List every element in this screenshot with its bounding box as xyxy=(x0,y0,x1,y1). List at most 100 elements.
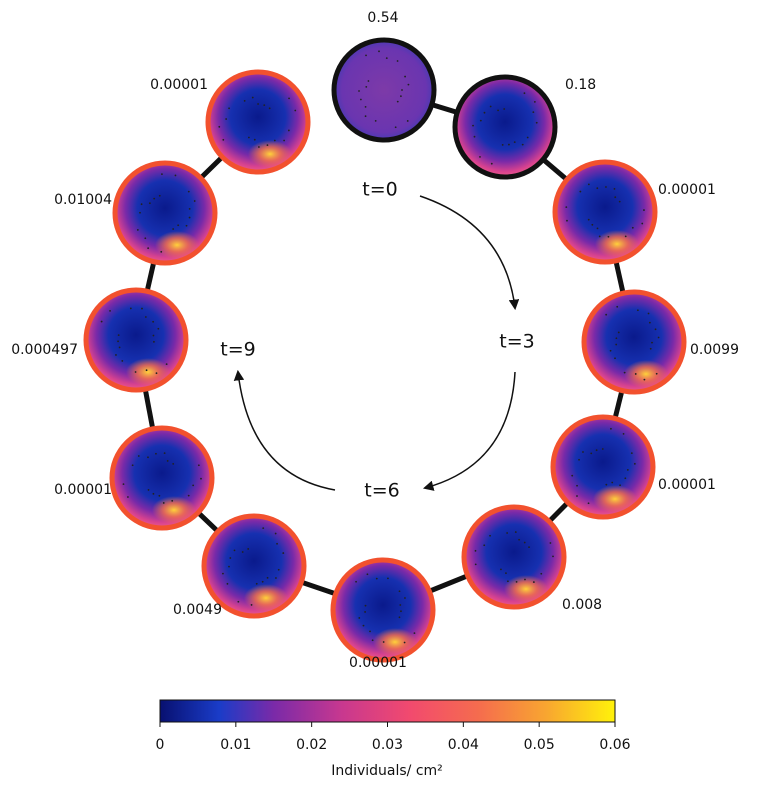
sample-dot xyxy=(364,105,367,108)
sample-dot xyxy=(152,334,155,337)
sample-dot xyxy=(528,546,530,549)
colorbar-tick-label: 0.05 xyxy=(524,737,555,753)
disc-border xyxy=(205,69,311,175)
nodes: 0.54 0.18 0.00001 0.0099 0.00001 0.008 0.00001… xyxy=(11,10,739,671)
arrow xyxy=(233,369,336,491)
sample-dot xyxy=(643,209,645,211)
sample-dot xyxy=(153,197,156,200)
sample-dot xyxy=(532,581,535,583)
sample-dot xyxy=(131,464,134,467)
sample-dot xyxy=(192,484,195,487)
sample-dot xyxy=(571,474,574,477)
sample-dot xyxy=(140,203,143,206)
sample-dot xyxy=(268,107,271,110)
sample-dot xyxy=(605,186,607,188)
sample-dot xyxy=(243,99,246,102)
sample-dot xyxy=(148,202,151,205)
disc-border xyxy=(452,74,558,180)
colorbar-tick-label: 0.01 xyxy=(220,737,251,753)
hotspot xyxy=(126,358,170,386)
sample-dot xyxy=(162,502,165,504)
sample-dot xyxy=(631,226,634,229)
sample-dot xyxy=(398,616,401,619)
sample-dot xyxy=(229,557,232,559)
disc-border xyxy=(550,414,656,520)
sample-dot xyxy=(598,235,601,238)
sample-dot xyxy=(121,360,124,362)
sample-dot xyxy=(526,136,529,139)
time-label: t=3 xyxy=(499,331,534,353)
sample-dot xyxy=(275,577,277,579)
colorbar-axis: 0 0.01 0.02 0.03 0.04 0.05 0.06 xyxy=(156,722,631,753)
sample-dot xyxy=(474,563,477,566)
sample-dot xyxy=(197,464,200,467)
sample-dot xyxy=(506,580,509,583)
sample-dot xyxy=(615,337,618,340)
sample-dot xyxy=(288,97,290,100)
sample-dot xyxy=(532,111,535,114)
sample-dot xyxy=(407,83,410,86)
sample-dot xyxy=(365,85,368,88)
colorbar-label: Individuals/ cm² xyxy=(331,763,443,779)
sample-dot xyxy=(614,196,617,199)
sample-dot xyxy=(582,451,584,453)
sample-dot xyxy=(117,334,120,336)
sample-dot xyxy=(616,305,619,308)
sample-dot xyxy=(228,565,230,568)
sample-dot xyxy=(187,494,190,497)
node-label: 0.00001 xyxy=(658,477,716,493)
time-label: t=0 xyxy=(362,179,397,201)
sample-dot xyxy=(375,577,378,580)
sample-dot xyxy=(115,354,117,356)
sample-dot xyxy=(596,227,599,230)
sample-dot xyxy=(576,484,578,487)
sample-dot xyxy=(160,250,163,253)
sample-dot xyxy=(188,207,191,210)
sample-dot xyxy=(601,448,604,450)
sample-dot xyxy=(657,336,660,339)
sample-dot xyxy=(514,531,517,533)
sample-dot xyxy=(623,371,626,374)
colorbar-tick-label: 0.06 xyxy=(599,737,630,753)
sample-dot xyxy=(145,369,148,372)
sample-dot xyxy=(624,235,627,238)
sample-dot xyxy=(483,544,486,547)
sample-dot xyxy=(147,489,150,491)
sample-dot xyxy=(263,104,266,107)
sample-dot xyxy=(607,235,610,238)
sample-dot xyxy=(188,216,191,219)
sample-dot xyxy=(521,143,524,146)
sample-dot xyxy=(587,183,590,186)
sample-dot xyxy=(358,90,360,92)
sample-dot xyxy=(626,469,629,471)
hotspot xyxy=(373,628,417,656)
sample-dot xyxy=(535,121,538,124)
sample-dot xyxy=(614,357,616,360)
sample-dot xyxy=(382,641,385,643)
sample-dot xyxy=(396,60,399,62)
sample-dot xyxy=(565,206,568,209)
sample-dot xyxy=(505,572,507,575)
sample-dot xyxy=(222,572,224,575)
sample-dot xyxy=(641,222,644,225)
sample-dot xyxy=(552,555,554,558)
sample-dot xyxy=(257,103,259,105)
sample-dot xyxy=(576,495,578,497)
sample-dot xyxy=(153,340,155,343)
sample-dot xyxy=(274,532,277,535)
node-label: 0.00001 xyxy=(349,655,407,671)
sample-dot xyxy=(501,143,504,146)
sample-dot xyxy=(174,174,177,177)
sample-dot xyxy=(155,452,157,455)
sample-dot xyxy=(367,80,370,82)
disc-border xyxy=(461,504,567,610)
sample-dot xyxy=(294,109,297,112)
sample-dot xyxy=(523,541,526,544)
sample-dot xyxy=(366,573,369,576)
sample-dot xyxy=(187,190,190,193)
sample-dot xyxy=(362,624,365,627)
sample-dot xyxy=(472,124,474,127)
time-label: t=6 xyxy=(364,480,399,502)
disc-border xyxy=(581,289,687,395)
